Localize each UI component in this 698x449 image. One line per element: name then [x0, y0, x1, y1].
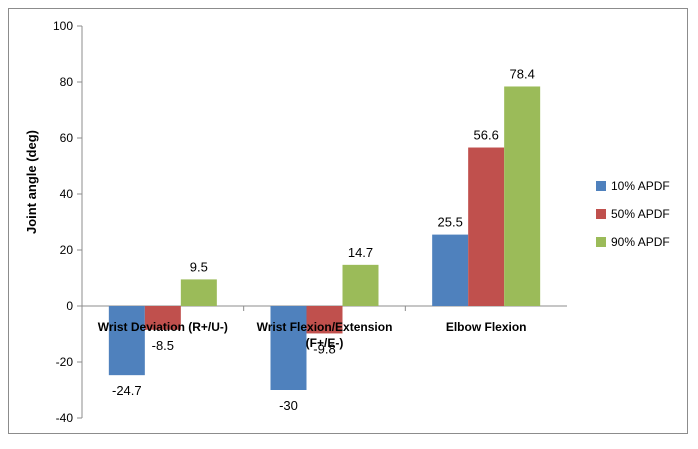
legend-label: 50% APDF: [611, 207, 670, 221]
bar: [468, 147, 505, 306]
legend-label: 10% APDF: [611, 179, 670, 193]
data-label: 78.4: [510, 66, 535, 81]
y-tick-label: 40: [60, 187, 74, 201]
bar: [144, 306, 181, 330]
category-label: Wrist Deviation (R+/U-): [98, 320, 228, 334]
data-label: 9.5: [190, 259, 208, 274]
data-label: 25.5: [438, 215, 463, 230]
legend-swatch: [596, 237, 606, 247]
bar: [108, 306, 145, 376]
category-label: (F+/E-): [306, 336, 344, 350]
bar: [504, 86, 541, 306]
y-tick-label: 20: [60, 243, 74, 257]
data-label: -24.7: [112, 383, 142, 398]
y-tick-label: 0: [66, 299, 73, 313]
legend-swatch: [596, 181, 606, 191]
category-label: Elbow Flexion: [446, 320, 527, 334]
category-label: Wrist Flexion/Extension: [257, 320, 393, 334]
legend-label: 90% APDF: [611, 235, 670, 249]
y-tick-label: 100: [53, 19, 73, 33]
data-label: 14.7: [348, 245, 373, 260]
y-tick-label: -40: [56, 411, 74, 425]
bar: [180, 279, 217, 306]
legend-swatch: [596, 209, 606, 219]
data-label: 56.6: [474, 128, 499, 143]
data-label: -30: [279, 398, 298, 413]
y-axis-title: Joint angle (deg): [24, 130, 39, 234]
chart-frame: [8, 8, 688, 434]
bar: [342, 264, 379, 306]
bar: [270, 306, 307, 390]
bar: [306, 306, 343, 334]
data-label: -9.8: [313, 341, 335, 356]
y-tick-label: 60: [60, 131, 74, 145]
data-label: -8.5: [152, 338, 174, 353]
y-tick-label: 80: [60, 75, 74, 89]
y-tick-label: -20: [56, 355, 74, 369]
bar: [432, 234, 469, 306]
